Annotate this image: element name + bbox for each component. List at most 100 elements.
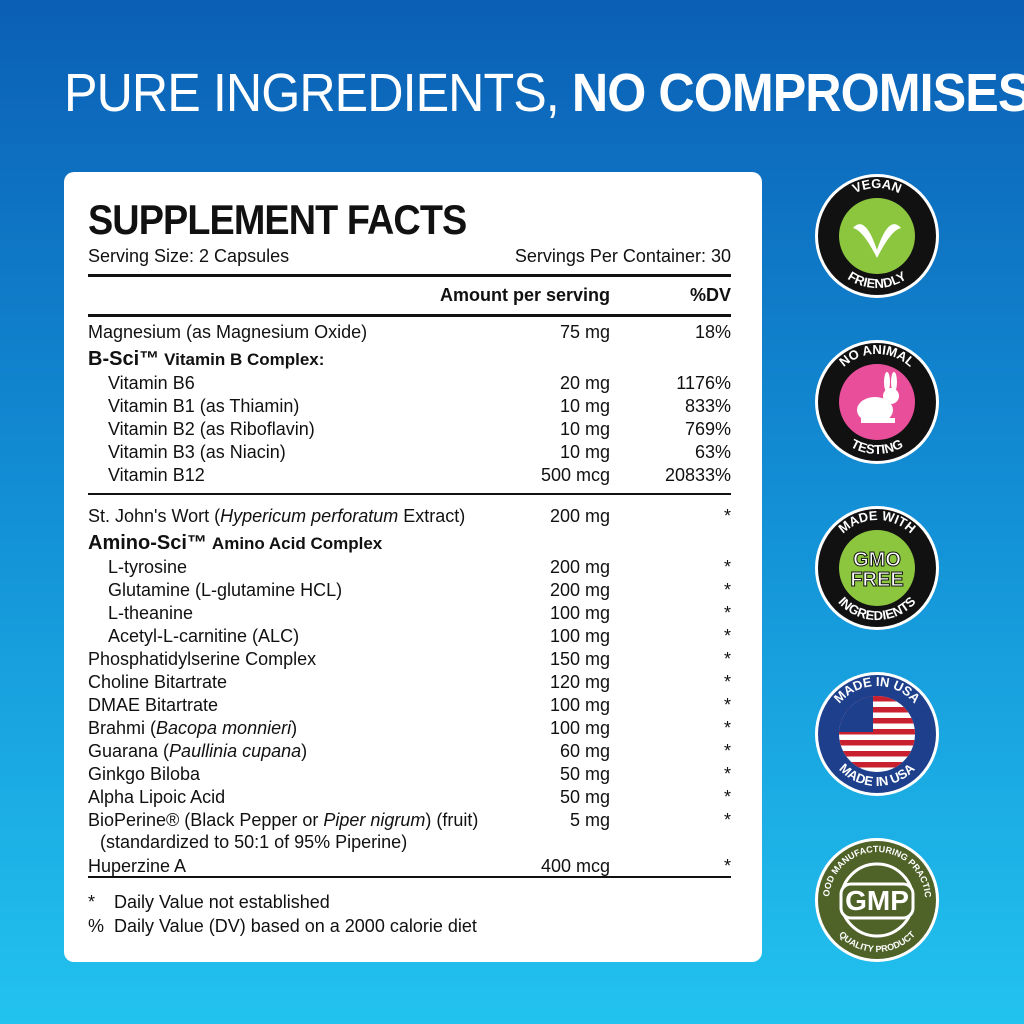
serving-info: Serving Size: 2 Capsules Servings Per Co…: [88, 246, 731, 267]
ingredient-name: Vitamin B3 (as Niacin): [88, 442, 286, 462]
rabbit-icon: NO ANIMAL TESTING: [813, 338, 941, 466]
ingredient-name: L-tyrosine: [88, 557, 187, 577]
ingredient-row: St. John's Wort (Hypericum perforatum Ex…: [88, 505, 731, 528]
ingredient-latin-name: Hypericum perforatum: [220, 506, 399, 526]
badge-bottom-text: FRIENDLY: [845, 268, 908, 291]
ingredient-amount: 10 mg: [559, 396, 610, 416]
ingredient-name: DMAE Bitartrate: [88, 695, 218, 715]
divider: [88, 274, 731, 277]
ingredient-dv: *: [723, 506, 731, 526]
footnote-text: Daily Value not established: [114, 892, 330, 912]
ingredient-name-text: Vitamin B1 (as Thiamin): [108, 396, 300, 416]
headline-light: PURE INGREDIENTS,: [64, 63, 560, 123]
ingredient-amount: 150 mg: [549, 649, 610, 669]
ingredient-name: L-theanine: [88, 603, 193, 623]
ingredient-dv: 20833%: [664, 465, 731, 485]
ingredient-name: Glutamine (L-glutamine HCL): [88, 580, 342, 600]
servings-per-container: Servings Per Container: 30: [514, 246, 731, 266]
ingredient-dv: *: [723, 856, 731, 876]
ingredient-note: (standardized to 50:1 of 95% Piperine): [100, 832, 408, 852]
serving-size: Serving Size: 2 Capsules: [88, 246, 290, 266]
ingredient-name-text: Vitamin B2 (as Riboflavin): [108, 419, 315, 439]
ingredient-name: Huperzine A: [88, 856, 186, 876]
ingredient-amount: 20 mg: [559, 373, 610, 393]
ingredient-dv: *: [723, 672, 731, 692]
ingredient-dv: 833%: [684, 396, 731, 416]
ingredient-name-text: L-tyrosine: [108, 557, 188, 577]
ingredient-amount: 200 mg: [549, 557, 610, 577]
ingredient-row: Vitamin B6 20 mg 1176%: [88, 372, 731, 395]
ingredient-name-text: DMAE Bitartrate: [88, 695, 219, 715]
ingredient-row: Phosphatidylserine Complex 150 mg *: [88, 648, 731, 671]
ingredient-amount: 50 mg: [559, 787, 610, 807]
ingredient-dv: *: [723, 557, 731, 577]
group-brand: B-Sci™: [88, 348, 160, 370]
ingredient-amount: 120 mg: [549, 672, 610, 692]
ingredient-latin-name: Bacopa monnieri: [156, 718, 292, 738]
ingredient-name-text: Vitamin B6: [108, 373, 195, 393]
ingredient-name: Phosphatidylserine Complex: [88, 649, 316, 669]
ingredient-name: Vitamin B12: [88, 465, 205, 485]
ingredient-name-text: Magnesium (as Magnesium Oxide): [88, 322, 368, 342]
ingredient-row: Vitamin B1 (as Thiamin) 10 mg 833%: [88, 395, 731, 418]
ingredient-dv: *: [723, 626, 731, 646]
supplement-facts-panel: SUPPLEMENT FACTS Serving Size: 2 Capsule…: [64, 172, 762, 962]
ingredient-name-suffix: ): [291, 718, 298, 738]
ingredient-name: Brahmi (Bacopa monnieri): [88, 718, 297, 738]
group-name: B-Sci™ Vitamin B Complex:: [88, 348, 324, 370]
ingredient-name-suffix: ) (fruit): [425, 810, 479, 830]
ingredient-name: Guarana (Paullinia cupana): [88, 741, 307, 761]
ingredient-row: DMAE Bitartrate 100 mg *: [88, 694, 731, 717]
facts-title: SUPPLEMENT FACTS: [88, 196, 467, 243]
ingredient-name-text: Brahmi (: [88, 718, 157, 738]
ingredient-name-text: Vitamin B3 (as Niacin): [108, 442, 286, 462]
amount-header: Amount per serving: [439, 285, 610, 305]
ingredient-row: L-theanine 100 mg *: [88, 602, 731, 625]
group-brand: Amino-Sci™: [88, 532, 207, 554]
ingredient-name-suffix: Extract): [398, 506, 466, 526]
ingredient-row: Alpha Lipoic Acid 50 mg *: [88, 786, 731, 809]
ingredient-amount: 5 mg: [569, 810, 610, 830]
ingredient-name-text: Alpha Lipoic Acid: [88, 787, 226, 807]
ingredient-name: Ginkgo Biloba: [88, 764, 200, 784]
ingredient-row: Huperzine A 400 mcg *: [88, 855, 731, 878]
headline: PURE INGREDIENTS, NO COMPROMISES: [64, 62, 1024, 124]
ingredient-name-text: Huperzine A: [88, 856, 187, 876]
vegan-leaf-icon: VEGAN FRIENDLY: [813, 172, 941, 300]
ingredient-name: Vitamin B6: [88, 373, 195, 393]
ingredient-row: Ginkgo Biloba 50 mg *: [88, 763, 731, 786]
group-heading: Amino-Sci™ Amino Acid Complex: [88, 528, 731, 556]
ingredient-latin-name: Paullinia cupana: [169, 741, 302, 761]
badge-center-text: GMO: [853, 549, 901, 571]
ingredient-row: BioPerine® (Black Pepper or Piper nigrum…: [88, 809, 731, 855]
footnote: * Daily Value not established: [88, 890, 477, 914]
group-name: Amino-Sci™ Amino Acid Complex: [88, 532, 382, 554]
ingredient-row: L-tyrosine 200 mg *: [88, 556, 731, 579]
ingredient-name-text: Acetyl-L-carnitine (ALC): [108, 626, 300, 646]
facts-rows: Magnesium (as Magnesium Oxide) 75 mg 18% B-…: [88, 321, 731, 878]
headline-bold: NO COMPROMISES: [571, 63, 1024, 123]
gmp-seal-icon: GMP GOOD MANUFACTURING PRACTICE QUALITY …: [809, 828, 941, 964]
ingredient-dv: *: [723, 649, 731, 669]
ingredient-dv: *: [723, 695, 731, 715]
ingredient-name-text: Choline Bitartrate: [88, 672, 228, 692]
ingredient-dv: 1176%: [676, 373, 731, 393]
ingredient-name: Magnesium (as Magnesium Oxide): [88, 322, 367, 342]
dv-header: %DV: [689, 285, 731, 305]
ingredient-name-text: Guarana (: [88, 741, 170, 761]
ingredient-name-suffix: ): [301, 741, 308, 761]
ingredient-amount: 75 mg: [559, 322, 610, 342]
badge-bottom-text: TESTING: [849, 436, 905, 457]
ingredient-amount: 100 mg: [549, 603, 610, 623]
ingredient-latin-name: Piper nigrum: [323, 810, 426, 830]
ingredient-amount: 60 mg: [559, 741, 610, 761]
ingredient-name: Vitamin B1 (as Thiamin): [88, 396, 299, 416]
ingredient-name-text: Glutamine (L-glutamine HCL): [108, 580, 343, 600]
ingredient-name-text: St. John's Wort (: [88, 506, 221, 526]
ingredient-amount: 200 mg: [549, 506, 610, 526]
ingredient-name: Alpha Lipoic Acid: [88, 787, 225, 807]
ingredient-name: St. John's Wort (Hypericum perforatum Ex…: [88, 506, 465, 526]
ingredient-name: Acetyl-L-carnitine (ALC): [88, 626, 299, 646]
ingredient-amount: 100 mg: [549, 718, 610, 738]
ingredient-row: Magnesium (as Magnesium Oxide) 75 mg 18%: [88, 321, 731, 344]
